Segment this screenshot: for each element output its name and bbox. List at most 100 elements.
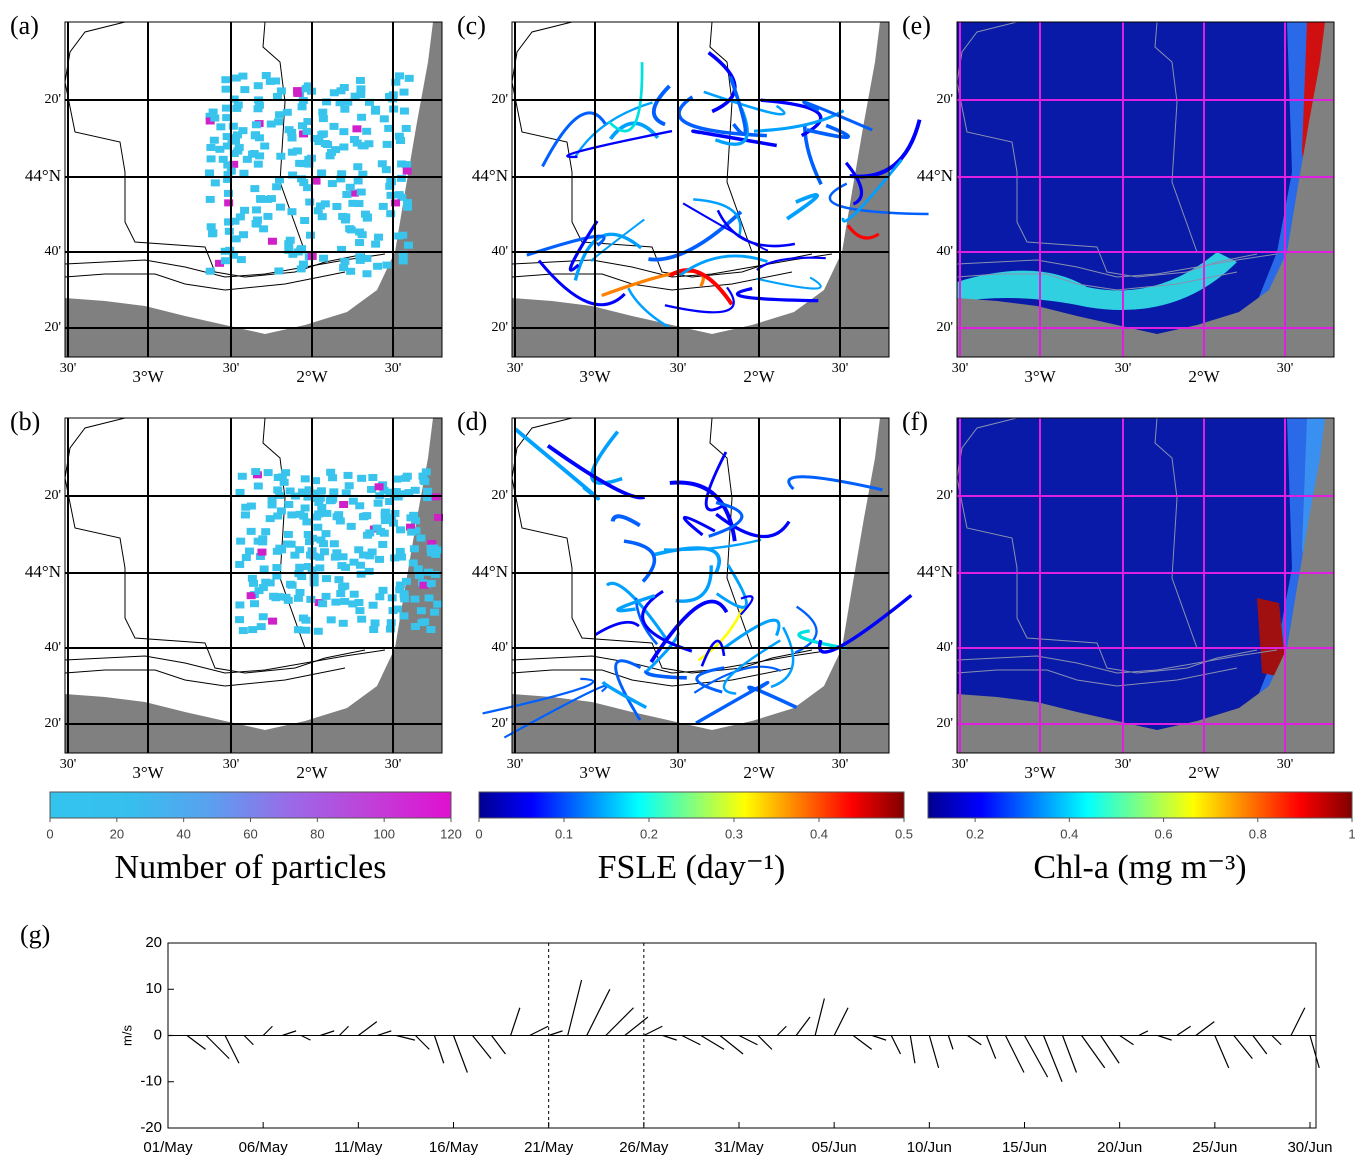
particle-cell	[327, 180, 337, 188]
lon-label: 30'	[507, 361, 524, 376]
particle-cell	[353, 177, 363, 185]
particle-cell	[253, 160, 263, 168]
x-tick-label: 06/May	[239, 1139, 289, 1156]
lon-label: 30'	[223, 757, 240, 772]
particle-cell	[231, 74, 241, 82]
particle-cell	[353, 163, 363, 171]
particle-cell	[253, 537, 263, 545]
particle-cell	[205, 117, 215, 125]
particle-cell	[419, 581, 429, 589]
particle-cell	[285, 487, 295, 495]
particle-cell	[348, 600, 358, 608]
particle-cell	[348, 199, 358, 207]
particle-cell	[224, 227, 234, 235]
particle-cell	[283, 530, 293, 538]
wind-stick	[624, 1016, 649, 1036]
isobath	[709, 21, 753, 253]
fsle-ridge	[787, 475, 883, 492]
lon-label: 30'	[952, 361, 969, 376]
fsle-ridge	[722, 639, 781, 695]
particle-cell	[251, 468, 261, 476]
particle-cell	[309, 574, 319, 582]
fsle-ridge	[668, 268, 734, 306]
particle-cell	[349, 189, 359, 197]
wind-stick	[377, 1030, 392, 1037]
particle-cell	[309, 579, 319, 587]
particle-cell	[433, 600, 443, 608]
particle-cell	[414, 571, 424, 579]
fsle-ridge	[541, 111, 607, 168]
map-border	[511, 417, 890, 754]
particle-cell	[369, 626, 379, 634]
particle-cell	[318, 115, 328, 123]
particle-cell	[390, 554, 400, 562]
panel-label: (f)	[902, 407, 928, 436]
particle-cell	[331, 146, 341, 154]
particle-cell	[365, 529, 375, 537]
lon-label: 30'	[1115, 361, 1132, 376]
particle-cell	[394, 72, 404, 80]
isobath	[511, 667, 793, 687]
wind-stick	[985, 1035, 997, 1059]
fsle-ridge	[664, 286, 735, 314]
colorbar-label: Number of particles	[115, 849, 387, 886]
lat-label: 44°N	[917, 166, 953, 185]
particle-cell	[249, 150, 259, 158]
particle-cell	[275, 111, 285, 119]
particle-cell	[274, 118, 284, 126]
lat-label: 20'	[491, 320, 508, 335]
x-tick-label: 26/May	[619, 1139, 669, 1156]
map-panel: 20' 44°N 40' 20' 30' 3°W 30' 2°W 30' (b)	[10, 407, 443, 782]
isobath	[1154, 21, 1198, 253]
fsle-ridge	[708, 501, 744, 538]
particle-cell	[313, 207, 323, 215]
particle-cell	[318, 540, 328, 548]
particle-cell	[427, 539, 437, 547]
wind-stick	[852, 1035, 873, 1050]
particle-cell	[260, 142, 270, 150]
particle-cell	[406, 514, 416, 522]
particle-cell	[394, 191, 404, 199]
particle-cell	[322, 575, 332, 583]
particle-cell	[403, 203, 413, 211]
particle-cell	[409, 545, 419, 553]
particle-cell	[357, 113, 367, 121]
lat-label: 20'	[936, 488, 953, 503]
particle-cell	[401, 124, 411, 132]
chl-front	[957, 252, 1237, 310]
fsle-ridge	[614, 659, 642, 721]
land	[65, 22, 442, 357]
wind-stick	[1214, 1035, 1230, 1069]
fsle-ridge	[605, 581, 669, 642]
particle-cell	[378, 586, 388, 594]
lon-label: 2°W	[743, 367, 775, 386]
map-panel: 20' 44°N 40' 20' 30' 3°W 30' 2°W 30' (c)	[457, 11, 929, 386]
fsle-ridge	[736, 287, 819, 303]
particle-cell	[272, 92, 282, 100]
lon-label: 3°W	[1024, 763, 1056, 782]
particle-cell	[222, 104, 232, 112]
particle-cell	[248, 579, 258, 587]
colorbar-tick-label: 0.6	[1155, 826, 1173, 841]
particle-cell	[424, 594, 434, 602]
particle-cell	[223, 189, 233, 197]
particle-cell	[315, 564, 325, 572]
particle-cell	[205, 169, 215, 177]
wind-stick	[643, 1025, 663, 1037]
particle-cell	[303, 530, 313, 538]
lon-label: 30'	[1115, 757, 1132, 772]
fsle-ridge	[739, 595, 754, 616]
particle-cell	[238, 627, 248, 635]
particle-cell	[276, 87, 286, 95]
particle-cell	[261, 578, 271, 586]
wind-stick	[300, 1034, 311, 1041]
wind-stick	[738, 1034, 758, 1046]
particle-cell	[293, 594, 303, 602]
particle-cell	[386, 191, 396, 199]
fsle-ridge	[700, 639, 726, 667]
particle-cell	[367, 485, 377, 493]
particle-cell	[339, 501, 349, 509]
particle-cell	[253, 482, 263, 490]
particle-cell	[426, 549, 436, 557]
particle-cell	[229, 251, 239, 259]
